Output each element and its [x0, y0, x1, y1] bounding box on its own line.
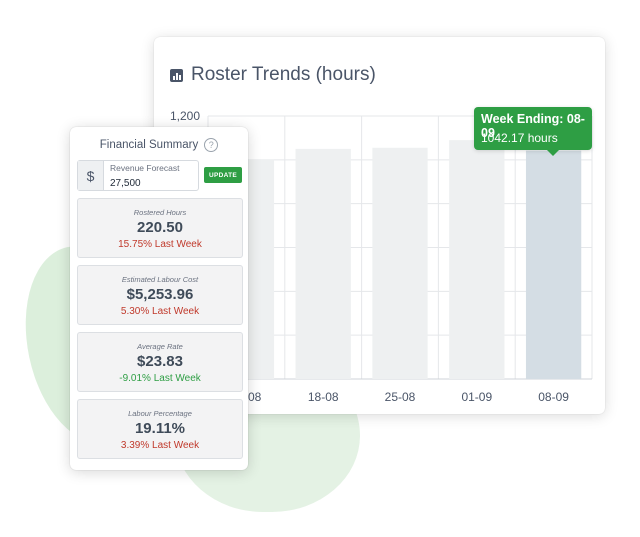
dollar-icon: $: [78, 161, 104, 190]
roster-trends-card: Roster Trends (hours) 1,20011-0818-0825-…: [154, 37, 605, 414]
bar-25-08: [372, 147, 428, 379]
bar-18-08: [295, 148, 351, 379]
metric-label: Average Rate: [137, 342, 183, 351]
y-tick-label: 1,200: [170, 109, 200, 123]
metric-change: 15.75% Last Week: [118, 239, 202, 250]
question-circle-icon[interactable]: ?: [204, 138, 219, 152]
metric-change: -9.01% Last Week: [119, 373, 201, 384]
metric-card-average-rate: Average Rate $23.83 -9.01% Last Week: [77, 332, 243, 392]
revenue-forecast-field: $ Revenue Forecast: [77, 160, 199, 191]
metric-card-rostered-hours: Rostered Hours 220.50 15.75% Last Week: [77, 198, 243, 258]
metric-value: $5,253.96: [126, 286, 194, 303]
chart-tooltip: Week Ending: 08-09 1042.17 hours: [474, 107, 592, 156]
x-tick-label: 25-08: [385, 390, 416, 404]
x-tick-label: 01-09: [461, 390, 492, 404]
revenue-forecast-label: Revenue Forecast: [110, 163, 180, 173]
tooltip-value: 1042.17 hours: [481, 131, 558, 145]
metric-card-labour-cost: Estimated Labour Cost $5,253.96 5.30% La…: [77, 265, 243, 325]
metric-change: 5.30% Last Week: [120, 306, 200, 317]
metric-value: $23.83: [137, 353, 183, 370]
metric-label: Rostered Hours: [133, 208, 187, 217]
revenue-forecast-input[interactable]: [110, 178, 190, 189]
tooltip-title: Week Ending: 08-09: [481, 112, 585, 140]
bar-chart-icon: [170, 68, 183, 82]
update-button[interactable]: UPDATE: [204, 167, 242, 183]
panel-header: Financial Summary ?: [70, 138, 248, 152]
metric-value: 220.50: [137, 219, 183, 236]
bar-01-09: [449, 140, 505, 379]
panel-title: Financial Summary: [99, 139, 199, 151]
x-tick-label: 18-08: [308, 390, 339, 404]
financial-summary-panel: Financial Summary ? $ Revenue Forecast U…: [70, 127, 248, 470]
metric-change: 3.39% Last Week: [120, 440, 200, 451]
chart-header: Roster Trends (hours): [170, 64, 376, 86]
metric-card-labour-percentage: Labour Percentage 19.11% 3.39% Last Week: [77, 399, 243, 459]
metric-value: 19.11%: [134, 420, 186, 437]
chart-title: Roster Trends (hours): [191, 64, 376, 85]
x-tick-label: 08-09: [538, 390, 569, 404]
bar-08-09: [525, 150, 582, 379]
metric-label: Labour Percentage: [128, 409, 192, 418]
metric-label: Estimated Labour Cost: [121, 275, 199, 284]
